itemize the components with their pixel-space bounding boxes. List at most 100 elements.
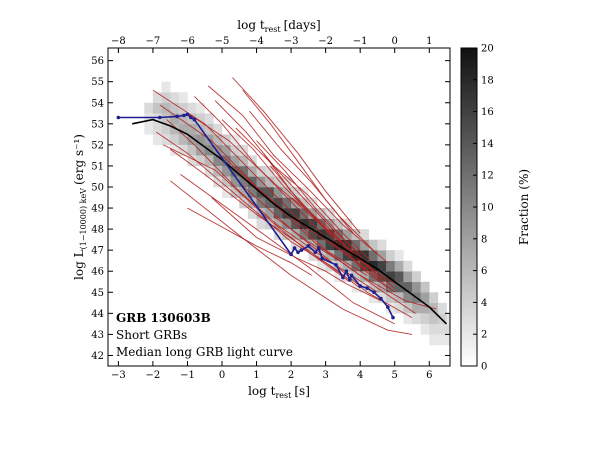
heatmap-cell: [247, 165, 257, 177]
top-tick-label: −7: [146, 36, 161, 47]
short-grb-line: [214, 100, 361, 255]
median-line-path: [132, 118, 448, 325]
legend: GRB 130603B Short GRBs Median long GRB l…: [116, 311, 293, 359]
y-tick-label: 51: [91, 161, 104, 172]
grb-130603b-point: [320, 256, 324, 261]
heatmap-cell: [308, 239, 318, 251]
heatmap-cell: [429, 313, 439, 325]
heatmap-cell: [152, 123, 162, 135]
heatmap-cell: [368, 250, 378, 262]
short-grb-line: [211, 197, 382, 302]
heatmap-cell: [403, 292, 413, 304]
heatmap-cell: [213, 165, 223, 177]
heatmap-cell: [213, 144, 223, 156]
grb-130603b-point: [299, 248, 304, 252]
short-grb-line: [207, 85, 389, 264]
heatmap-cell: [360, 250, 370, 262]
heatmap-cell: [204, 155, 214, 167]
heatmap-cell: [239, 155, 249, 167]
heatmap-cell: [377, 260, 387, 272]
heatmap-cell: [265, 186, 275, 198]
heatmap-cell: [265, 165, 275, 177]
y-axis-title-main: log L: [72, 249, 86, 280]
heatmap-cell: [403, 313, 413, 325]
top-axis-title: log trest [days]: [237, 18, 320, 34]
heatmap-cell: [429, 334, 439, 346]
y-axis-title: log L(1−10000) keV (erg s⁻¹): [72, 134, 88, 280]
short-grb-line: [187, 207, 313, 276]
heatmap-cell: [273, 197, 283, 209]
heatmap-cell: [420, 281, 430, 293]
heatmap-cell: [291, 197, 301, 209]
x-tick-label: 0: [219, 370, 225, 381]
x-tick-label: −1: [180, 370, 195, 381]
short-grb-line: [256, 140, 375, 272]
short-grb-line: [263, 153, 382, 281]
colorbar-title: Fraction (%): [517, 169, 531, 245]
heatmap-cell: [351, 229, 361, 240]
heatmap-cell: [308, 197, 318, 209]
heatmap-cell: [437, 302, 447, 314]
grb-130603b-point: [391, 315, 395, 320]
heatmap-cell: [334, 250, 344, 262]
heatmap-cell: [420, 323, 430, 335]
heatmap-cell: [342, 271, 352, 283]
heatmap-cell: [412, 281, 421, 293]
heatmap-cell: [394, 260, 404, 272]
colorbar-tick-label: 4: [481, 298, 487, 309]
heatmap-cell: [239, 186, 249, 198]
top-tick-label: −8: [111, 36, 126, 47]
heatmap-cell: [291, 239, 301, 251]
heatmap-cell: [420, 292, 430, 304]
colorbar-tick-label: 10: [481, 203, 494, 214]
grb-130603b-point: [313, 250, 318, 255]
x-tick-label: 1: [253, 370, 259, 381]
grb-130603b-point: [192, 117, 197, 122]
heatmap-cell: [394, 271, 404, 283]
grb-130603b-point: [372, 290, 376, 295]
short-grb-line: [169, 180, 413, 335]
heatmap-cell: [282, 197, 292, 209]
heatmap-cell: [360, 229, 370, 240]
heatmap-cell: [239, 176, 249, 188]
heatmap-cell: [299, 239, 309, 251]
colorbar-tick-label: 12: [481, 171, 494, 182]
heatmap-cell: [178, 123, 188, 135]
heatmap-cell: [325, 208, 335, 219]
x-axis-title-main: log t: [248, 384, 276, 398]
heatmap-cell: [403, 271, 413, 283]
y-tick-label: 50: [91, 182, 104, 193]
heatmap-cell: [161, 113, 171, 125]
heatmap-cell: [196, 134, 206, 146]
heatmap-cell: [317, 239, 326, 251]
colorbar-tick-label: 20: [481, 44, 494, 55]
heatmap-cell: [265, 176, 275, 188]
heatmap-cell: [299, 229, 309, 240]
short-grb-curves: [152, 77, 437, 335]
grb-130603b-point: [175, 114, 179, 119]
heatmap-cell: [334, 260, 344, 272]
heatmap-cell: [196, 113, 206, 125]
top-tick-label: −1: [353, 36, 368, 47]
heatmap-cell: [273, 208, 283, 219]
grb-130603b-point: [349, 273, 354, 278]
top-axis-title-main: log t: [237, 18, 265, 32]
heatmap-cell: [170, 102, 180, 114]
heatmap-cell: [144, 102, 154, 114]
heatmap-cell: [230, 176, 240, 188]
heatmap-cell: [308, 208, 318, 219]
heatmap-cell: [247, 186, 257, 198]
heatmap-cell: [187, 144, 197, 156]
heatmap-cell: [152, 134, 162, 146]
heatmap-cell: [170, 92, 180, 104]
colorbar-tick-label: 2: [481, 330, 487, 341]
heatmap-cell: [161, 123, 171, 135]
x-tick-label: 5: [392, 370, 398, 381]
heatmap-cell: [239, 197, 249, 209]
heatmap-cell: [429, 292, 439, 304]
heatmap-cell: [187, 155, 197, 167]
x-tick-label: 2: [288, 370, 294, 381]
grb-130603b-point: [344, 269, 349, 274]
heatmap-cell: [377, 239, 387, 251]
short-grb-line: [232, 77, 361, 234]
